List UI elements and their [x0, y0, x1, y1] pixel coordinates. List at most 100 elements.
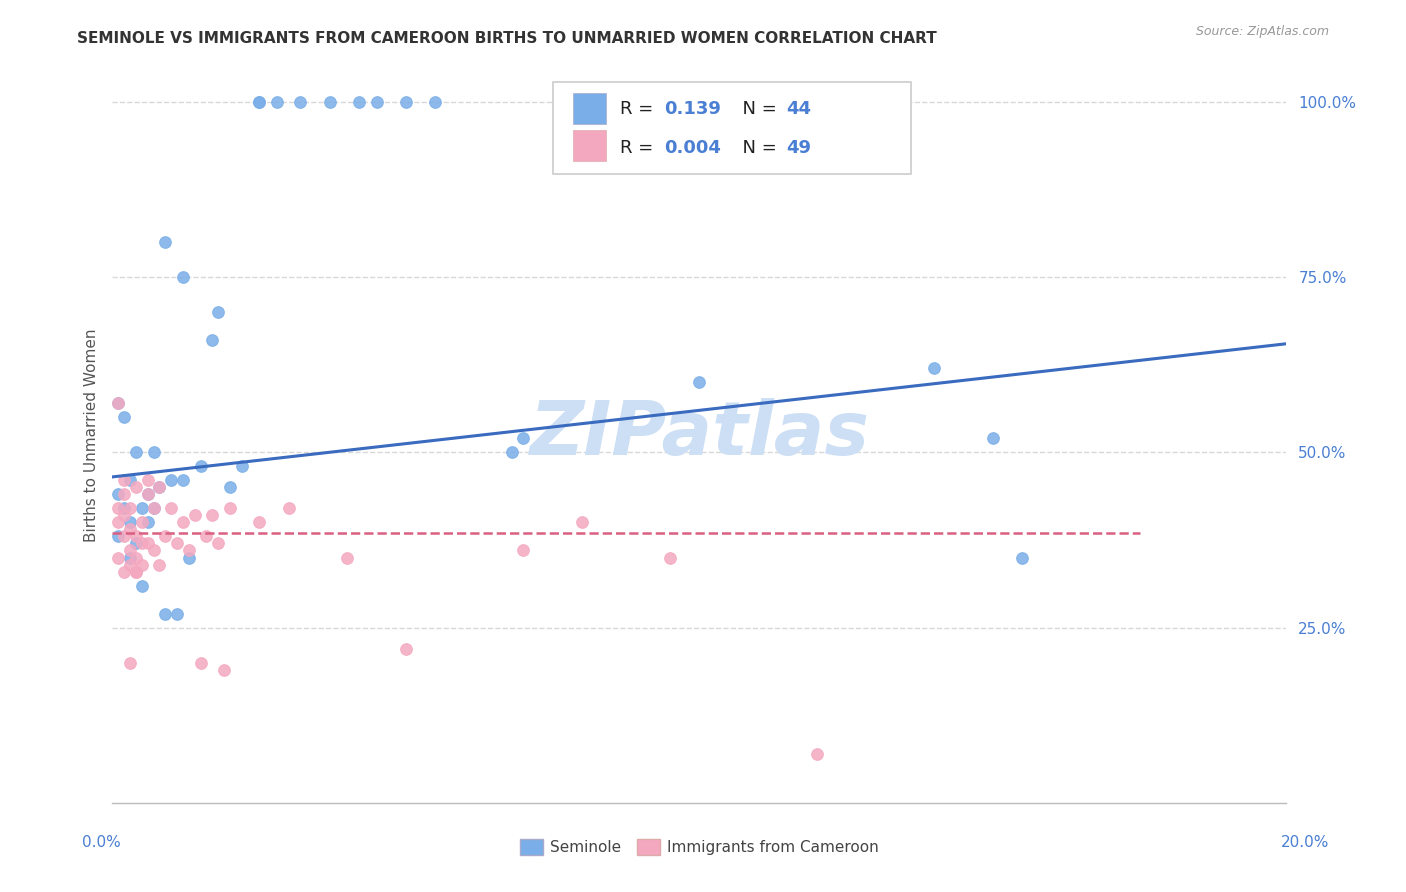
Point: [155, 235, 177, 249]
Point: [981, 431, 1004, 445]
Point: [172, 516, 194, 530]
Point: [290, 95, 312, 109]
Point: [689, 376, 711, 390]
Point: [247, 516, 270, 530]
Point: [120, 501, 142, 516]
Point: [125, 536, 148, 550]
Point: [112, 508, 135, 523]
Point: [395, 95, 418, 109]
Point: [107, 501, 129, 516]
Point: [136, 516, 159, 530]
Point: [120, 558, 142, 572]
Point: [148, 558, 170, 572]
Point: [207, 305, 229, 319]
Text: 49: 49: [786, 139, 811, 157]
Point: [155, 607, 177, 621]
Text: 44: 44: [786, 100, 811, 118]
FancyBboxPatch shape: [553, 81, 911, 174]
Point: [395, 641, 418, 656]
Point: [512, 543, 534, 558]
Text: N =: N =: [731, 100, 783, 118]
Point: [266, 95, 288, 109]
Point: [131, 558, 153, 572]
Point: [512, 431, 534, 445]
Point: [112, 565, 135, 579]
Point: [318, 95, 340, 109]
Text: R =: R =: [620, 139, 658, 157]
Point: [125, 550, 148, 565]
Point: [142, 501, 165, 516]
Point: [148, 480, 170, 494]
Point: [142, 501, 165, 516]
Point: [136, 487, 159, 501]
Point: [166, 607, 188, 621]
Point: [806, 747, 828, 761]
Point: [659, 550, 682, 565]
Point: [131, 578, 153, 592]
Point: [425, 95, 447, 109]
Point: [112, 487, 135, 501]
Point: [120, 516, 142, 530]
Text: ZIPatlas: ZIPatlas: [530, 399, 869, 471]
Point: [136, 474, 159, 488]
Bar: [572, 130, 606, 161]
Point: [231, 459, 253, 474]
Point: [247, 95, 270, 109]
Text: 0.004: 0.004: [664, 139, 721, 157]
Point: [347, 95, 370, 109]
Point: [120, 543, 142, 558]
Text: SEMINOLE VS IMMIGRANTS FROM CAMEROON BIRTHS TO UNMARRIED WOMEN CORRELATION CHART: SEMINOLE VS IMMIGRANTS FROM CAMEROON BIR…: [77, 31, 936, 46]
Point: [142, 445, 165, 459]
Point: [112, 501, 135, 516]
Point: [107, 529, 129, 543]
Y-axis label: Births to Unmarried Women: Births to Unmarried Women: [83, 328, 98, 541]
Point: [201, 508, 224, 523]
Point: [131, 501, 153, 516]
Point: [166, 536, 188, 550]
Point: [107, 516, 129, 530]
Point: [107, 550, 129, 565]
Point: [120, 656, 142, 670]
Point: [120, 550, 142, 565]
Point: [207, 536, 229, 550]
Point: [924, 361, 946, 376]
Point: [125, 565, 148, 579]
Point: [336, 550, 359, 565]
Point: [125, 565, 148, 579]
Point: [107, 396, 129, 410]
Point: [190, 459, 212, 474]
Point: [131, 536, 153, 550]
Text: Source: ZipAtlas.com: Source: ZipAtlas.com: [1195, 25, 1329, 38]
Point: [125, 480, 148, 494]
Point: [501, 445, 523, 459]
Point: [148, 480, 170, 494]
Point: [172, 270, 194, 285]
Point: [177, 543, 200, 558]
Point: [107, 487, 129, 501]
Point: [160, 474, 183, 488]
Point: [136, 536, 159, 550]
Point: [172, 474, 194, 488]
Point: [212, 663, 235, 677]
Point: [571, 516, 593, 530]
Point: [131, 516, 153, 530]
Point: [136, 487, 159, 501]
Point: [120, 474, 142, 488]
Text: N =: N =: [731, 139, 783, 157]
Point: [201, 333, 224, 347]
Point: [125, 445, 148, 459]
Point: [160, 501, 183, 516]
Text: R =: R =: [620, 100, 658, 118]
Point: [219, 480, 242, 494]
Point: [1011, 550, 1033, 565]
Point: [155, 529, 177, 543]
Point: [120, 523, 142, 537]
Text: 0.139: 0.139: [664, 100, 721, 118]
Bar: [572, 94, 606, 124]
Point: [112, 474, 135, 488]
Point: [107, 396, 129, 410]
Point: [219, 501, 242, 516]
Point: [177, 550, 200, 565]
Point: [125, 529, 148, 543]
Point: [190, 656, 212, 670]
